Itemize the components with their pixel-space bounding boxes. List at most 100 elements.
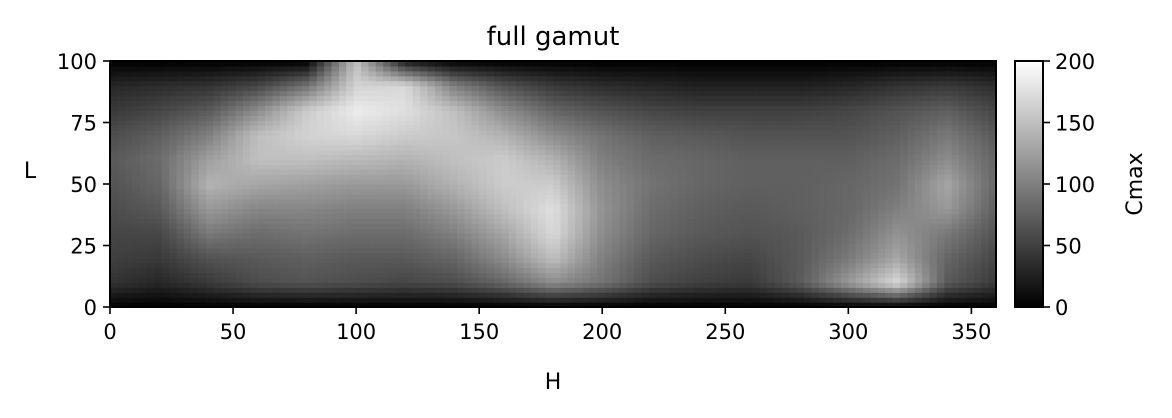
heatmap-cell: [907, 292, 915, 298]
heatmap-cell: [553, 174, 561, 180]
heatmap-cell: [435, 140, 443, 146]
heatmap-cell: [427, 214, 435, 220]
heatmap-cell: [878, 292, 886, 298]
heatmap-cell: [265, 214, 273, 220]
heatmap-cell: [398, 189, 406, 195]
heatmap-cell: [405, 194, 413, 200]
heatmap-cell: [464, 204, 472, 210]
heatmap-cell: [612, 135, 620, 141]
heatmap-cell: [398, 258, 406, 264]
heatmap-cell: [804, 110, 812, 116]
heatmap-cell: [679, 253, 687, 259]
heatmap-cell: [317, 268, 325, 274]
heatmap-cell: [191, 218, 199, 224]
heatmap-cell: [176, 199, 184, 205]
heatmap-cell: [546, 204, 554, 210]
heatmap-cell: [745, 135, 753, 141]
heatmap-cell: [398, 164, 406, 170]
heatmap-cell: [656, 105, 664, 111]
heatmap-cell: [117, 199, 125, 205]
heatmap-cell: [213, 243, 221, 249]
heatmap-cell: [782, 199, 790, 205]
heatmap-cell: [642, 189, 650, 195]
heatmap-cell: [457, 214, 465, 220]
heatmap-cell: [221, 105, 229, 111]
heatmap-cell: [553, 263, 561, 269]
heatmap-cell: [169, 277, 177, 283]
heatmap-cell: [878, 179, 886, 185]
heatmap-cell: [169, 100, 177, 106]
heatmap-cell: [922, 145, 930, 151]
heatmap-cell: [981, 110, 989, 116]
heatmap-cell: [140, 154, 148, 160]
heatmap-cell: [258, 263, 266, 269]
heatmap-cell: [686, 292, 694, 298]
heatmap-cell: [435, 277, 443, 283]
heatmap-cell: [634, 135, 642, 141]
heatmap-cell: [568, 273, 576, 279]
heatmap-cell: [701, 199, 709, 205]
heatmap-cell: [782, 159, 790, 165]
heatmap-cell: [538, 228, 546, 234]
heatmap-cell: [841, 179, 849, 185]
heatmap-cell: [317, 189, 325, 195]
heatmap-cell: [383, 253, 391, 259]
heatmap-cell: [332, 174, 340, 180]
heatmap-cell: [834, 223, 842, 229]
heatmap-cell: [775, 179, 783, 185]
heatmap-cell: [435, 125, 443, 131]
heatmap-cell: [974, 282, 982, 288]
heatmap-cell: [457, 159, 465, 165]
heatmap-cell: [893, 248, 901, 254]
heatmap-cell: [789, 263, 797, 269]
heatmap-cell: [361, 268, 369, 274]
heatmap-cell: [132, 228, 140, 234]
heatmap-cell: [752, 125, 760, 131]
heatmap-cell: [117, 174, 125, 180]
heatmap-cell: [309, 115, 317, 121]
heatmap-cell: [464, 199, 472, 205]
heatmap-cell: [789, 199, 797, 205]
heatmap-cell: [354, 130, 362, 136]
heatmap-cell: [487, 115, 495, 121]
heatmap-cell: [339, 243, 347, 249]
heatmap-cell: [546, 292, 554, 298]
heatmap-cell: [272, 287, 280, 293]
heatmap-cell: [826, 105, 834, 111]
heatmap-cell: [398, 194, 406, 200]
heatmap-cell: [811, 209, 819, 215]
heatmap-cell: [878, 243, 886, 249]
heatmap-cell: [317, 174, 325, 180]
heatmap-cell: [427, 150, 435, 156]
heatmap-cell: [664, 130, 672, 136]
heatmap-cell: [487, 214, 495, 220]
heatmap-cell: [221, 228, 229, 234]
heatmap-cell: [191, 194, 199, 200]
heatmap-cell: [457, 179, 465, 185]
heatmap-cell: [361, 243, 369, 249]
heatmap-cell: [715, 223, 723, 229]
heatmap-cell: [509, 150, 517, 156]
heatmap-cell: [583, 223, 591, 229]
heatmap-cell: [893, 145, 901, 151]
heatmap-cell: [339, 214, 347, 220]
heatmap-cell: [125, 189, 133, 195]
heatmap-cell: [405, 115, 413, 121]
heatmap-cell: [619, 248, 627, 254]
heatmap-cell: [811, 164, 819, 170]
heatmap-cell: [354, 140, 362, 146]
heatmap-cell: [280, 115, 288, 121]
heatmap-cell: [878, 204, 886, 210]
heatmap-cell: [140, 174, 148, 180]
heatmap-cell: [280, 214, 288, 220]
heatmap-cell: [848, 189, 856, 195]
heatmap-cell: [354, 209, 362, 215]
heatmap-cell: [708, 209, 716, 215]
heatmap-cell: [538, 115, 546, 121]
heatmap-cell: [767, 248, 775, 254]
heatmap-cell: [191, 263, 199, 269]
heatmap-cell: [376, 287, 384, 293]
heatmap-cell: [250, 174, 258, 180]
heatmap-cell: [479, 223, 487, 229]
heatmap-cell: [907, 282, 915, 288]
